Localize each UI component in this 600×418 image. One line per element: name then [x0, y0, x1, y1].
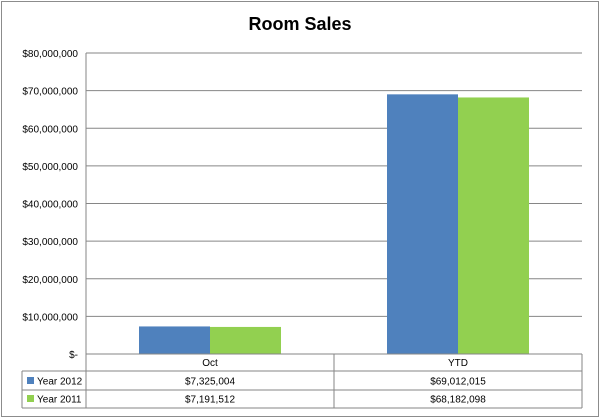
legend-key	[27, 395, 34, 402]
bar	[387, 94, 458, 355]
y-tick-label: $10,000,000	[22, 312, 78, 323]
bar	[139, 326, 210, 354]
data-label: $69,012,015	[430, 377, 486, 388]
x-tick-label: YTD	[448, 358, 468, 369]
y-tick-label: $60,000,000	[22, 124, 78, 135]
x-tick-label: Oct	[202, 358, 218, 369]
bar	[210, 326, 281, 354]
y-tick-label: $20,000,000	[22, 275, 78, 286]
y-tick-label: $70,000,000	[22, 87, 78, 98]
legend-key	[27, 377, 34, 384]
data-label: $68,182,098	[430, 395, 486, 406]
legend-label: Year 2012	[37, 377, 83, 388]
y-tick-label: $-	[69, 350, 78, 361]
legend-label: Year 2011	[37, 395, 82, 406]
y-tick-label: $40,000,000	[22, 200, 78, 211]
data-label: $7,191,512	[185, 395, 235, 406]
bar	[458, 97, 529, 355]
y-tick-label: $50,000,000	[22, 162, 78, 173]
y-tick-label: $30,000,000	[22, 237, 78, 248]
chart-title: Room Sales	[248, 14, 352, 34]
data-label: $7,325,004	[185, 377, 235, 388]
y-tick-label: $80,000,000	[22, 49, 78, 60]
